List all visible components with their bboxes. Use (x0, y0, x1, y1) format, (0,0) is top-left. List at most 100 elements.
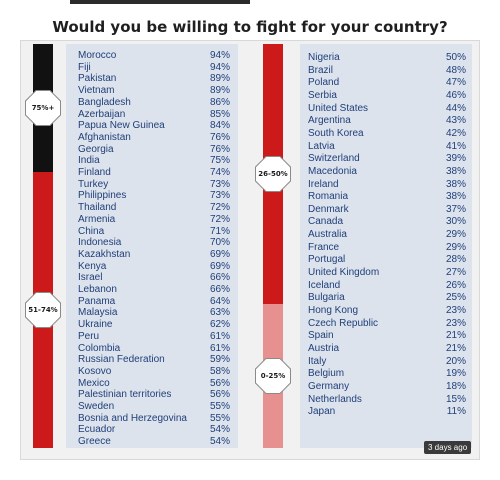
country-name: Bulgaria (308, 292, 345, 304)
country-name: Turkey (78, 178, 109, 190)
country-percentage: 85% (209, 108, 230, 120)
country-percentage: 74% (209, 167, 230, 178)
country-percentage: 29% (445, 241, 466, 253)
country-name: Afghanistan (78, 131, 131, 143)
country-percentage: 94% (209, 61, 230, 73)
country-name: Papua New Guinea (78, 120, 165, 132)
country-name: Netherlands (308, 393, 362, 405)
country-row: Poland 47% (308, 77, 466, 88)
range-badge: 75%+ (26, 91, 60, 125)
country-name: Ecuador (78, 424, 116, 436)
country-name: Mexico (78, 377, 110, 389)
country-percentage: 66% (209, 284, 230, 295)
country-percentage: 89% (209, 73, 230, 85)
country-row: Sweden 55% (78, 401, 230, 412)
country-percentage: 69% (209, 248, 230, 260)
country-percentage: 73% (209, 190, 230, 202)
country-percentage: 46% (445, 89, 466, 101)
country-name: Azerbaijan (78, 108, 126, 120)
country-row: Azerbaijan 85% (78, 109, 230, 120)
country-row: Papua New Guinea 84% (78, 120, 230, 131)
country-percentage: 44% (445, 102, 466, 114)
country-name: Armenia (78, 213, 116, 225)
country-percentage: 39% (445, 153, 466, 165)
country-percentage: 41% (445, 140, 466, 152)
country-row: Japan 11% (308, 406, 466, 417)
country-percentage: 37% (445, 203, 466, 215)
country-row: Iceland 26% (308, 280, 466, 291)
country-name: Belgium (308, 368, 345, 380)
country-row: Australia 29% (308, 229, 466, 240)
country-row: Lebanon 66% (78, 284, 230, 295)
country-row: Hong Kong 23% (308, 305, 466, 316)
country-percentage: 54% (209, 424, 230, 436)
country-percentage: 76% (209, 131, 230, 143)
country-percentage: 76% (209, 143, 230, 155)
country-row: Switzerland 39% (308, 153, 466, 164)
country-row: Czech Republic 23% (308, 318, 466, 329)
country-row: Ireland 38% (308, 179, 466, 190)
country-percentage: 28% (445, 254, 466, 266)
right-list-panel (300, 44, 472, 448)
country-name: Poland (308, 77, 340, 89)
country-percentage: 86% (209, 96, 230, 108)
country-name: United States (308, 102, 369, 114)
country-row: India 75% (78, 155, 230, 166)
country-row: Afghanistan 76% (78, 132, 230, 143)
country-name: Kosovo (78, 365, 112, 377)
country-row: Panama 64% (78, 296, 230, 307)
country-percentage: 62% (209, 319, 230, 331)
country-percentage: 47% (445, 77, 466, 89)
range-badge: 26-50% (256, 157, 290, 191)
country-percentage: 84% (209, 120, 230, 132)
country-row: Latvia 41% (308, 141, 466, 152)
country-percentage: 58% (209, 365, 230, 377)
country-row: Kosovo 58% (78, 366, 230, 377)
country-name: Bosnia and Herzegovina (78, 412, 187, 424)
country-name: Hong Kong (308, 305, 359, 316)
country-row: Bangladesh 86% (78, 97, 230, 108)
country-row: Peru 61% (78, 331, 230, 342)
country-name: Thailand (78, 202, 117, 214)
country-name: Israel (78, 272, 103, 284)
country-row: Ecuador 54% (78, 424, 230, 435)
country-row: Germany 18% (308, 381, 466, 392)
chart-title: Would you be willing to fight for your c… (52, 18, 448, 36)
country-row: Thailand 72% (78, 202, 230, 213)
country-row: Serbia 46% (308, 90, 466, 101)
country-name: Switzerland (308, 153, 360, 165)
left-list-panel (66, 44, 238, 448)
country-row: Finland 74% (78, 167, 230, 178)
country-name: Iceland (308, 279, 341, 291)
country-name: Finland (78, 167, 111, 178)
country-percentage: 23% (445, 305, 466, 316)
country-row: Kazakhstan 69% (78, 249, 230, 260)
country-row: Fiji 94% (78, 62, 230, 73)
country-name: Philippines (78, 190, 127, 202)
country-row: Vietnam 89% (78, 85, 230, 96)
range-badge: 51-74% (26, 293, 60, 327)
country-name: Czech Republic (308, 317, 379, 329)
country-name: Sweden (78, 401, 115, 412)
country-percentage: 94% (209, 50, 230, 61)
country-row: Kenya 69% (78, 261, 230, 272)
country-row: Israel 66% (78, 272, 230, 283)
country-name: China (78, 225, 105, 237)
country-percentage: 69% (209, 260, 230, 272)
country-row: Portugal 28% (308, 254, 466, 265)
country-percentage: 21% (445, 342, 466, 354)
country-row: Canada 30% (308, 216, 466, 227)
country-name: Greece (78, 436, 111, 448)
country-percentage: 70% (209, 237, 230, 249)
country-name: Indonesia (78, 237, 122, 249)
country-name: Denmark (308, 203, 349, 215)
country-name: India (78, 155, 100, 167)
country-percentage: 55% (209, 412, 230, 424)
top-edge-bar (70, 0, 250, 4)
country-name: Ukraine (78, 319, 113, 331)
country-percentage: 38% (445, 178, 466, 190)
country-percentage: 55% (209, 401, 230, 412)
country-name: Colombia (78, 342, 121, 354)
country-percentage: 56% (209, 389, 230, 401)
country-name: Bangladesh (78, 96, 131, 108)
